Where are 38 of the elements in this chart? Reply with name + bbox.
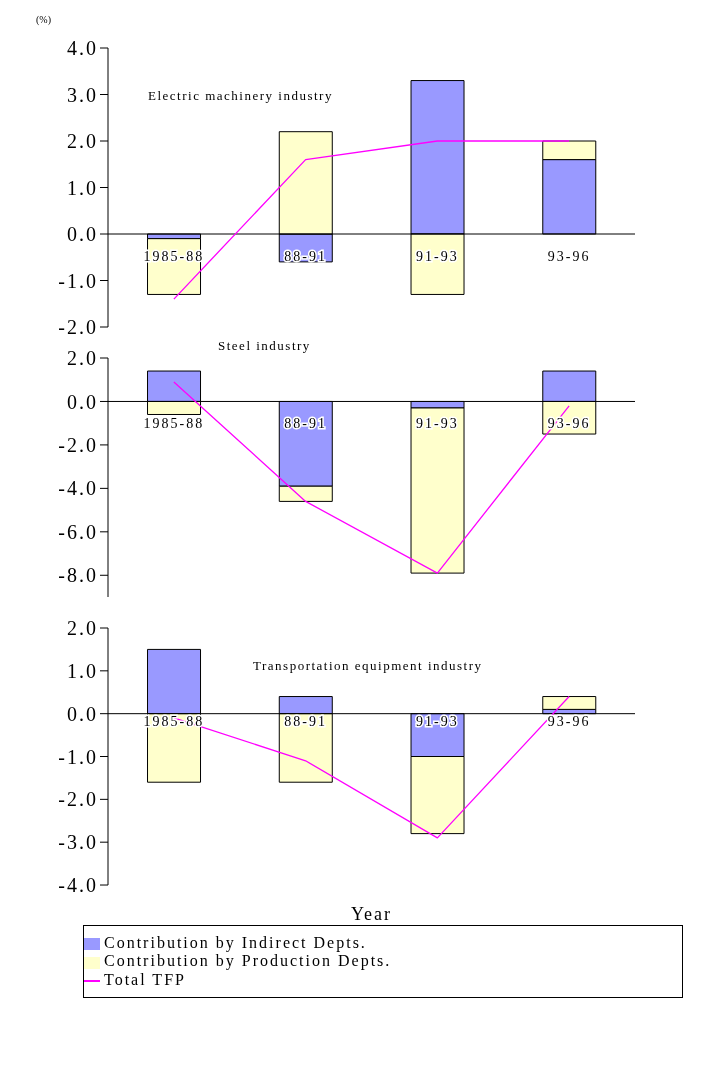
x-tick-label: 1985-88 xyxy=(143,416,205,432)
y-tick-label: 0.0 xyxy=(67,223,98,246)
legend-label: Contribution by Production Depts. xyxy=(104,952,392,970)
y-tick-label: -6.0 xyxy=(58,520,98,543)
x-tick-label: 91-93 xyxy=(416,249,459,264)
y-tick-label: -4.0 xyxy=(58,477,98,500)
x-tick-label: 91-93 xyxy=(416,416,459,432)
y-tick-label: 0.0 xyxy=(67,390,98,413)
text: Electric machinery industry xyxy=(148,88,333,104)
y-tick-label: 2.0 xyxy=(67,130,98,153)
x-tick-label: 88-91 xyxy=(284,249,327,264)
bar xyxy=(542,696,597,710)
y-tick-label: 1.0 xyxy=(67,659,98,682)
y-tick-label: 2.0 xyxy=(67,617,98,640)
x-tick-label: 93-96 xyxy=(547,714,591,730)
x-tick-label: 88-91 xyxy=(284,416,327,432)
y-tick-label: -2.0 xyxy=(58,434,98,457)
y-tick-label: -2.0 xyxy=(58,788,98,811)
y-axis-title: (%) xyxy=(36,14,51,25)
y-tick-label: 2.0 xyxy=(67,347,98,370)
y-tick-label: -2.0 xyxy=(58,316,98,339)
x-tick-label: 93-96 xyxy=(547,249,591,264)
y-tick-label: -1.0 xyxy=(58,745,98,768)
y-tick-label: -8.0 xyxy=(58,564,98,587)
y-tick-label: 4.0 xyxy=(67,37,98,60)
y-tick-label: -4.0 xyxy=(58,874,98,897)
y-tick-label: -3.0 xyxy=(58,831,98,854)
x-axis-title: Year xyxy=(350,904,393,925)
y-tick-label: 0.0 xyxy=(67,702,98,725)
x-tick-label: 88-91 xyxy=(284,714,327,730)
y-tick-label: 3.0 xyxy=(67,83,98,106)
text: Transportation equipment industry xyxy=(253,658,483,674)
y-tick-label: 1.0 xyxy=(67,176,98,199)
legend-label: Total TFP xyxy=(104,970,186,988)
chart-title: Steel industry xyxy=(218,338,311,354)
legend-label: Contribution by Indirect Depts. xyxy=(104,934,367,952)
x-tick-label: 91-93 xyxy=(416,714,459,730)
y-tick-label: -1.0 xyxy=(58,269,98,292)
